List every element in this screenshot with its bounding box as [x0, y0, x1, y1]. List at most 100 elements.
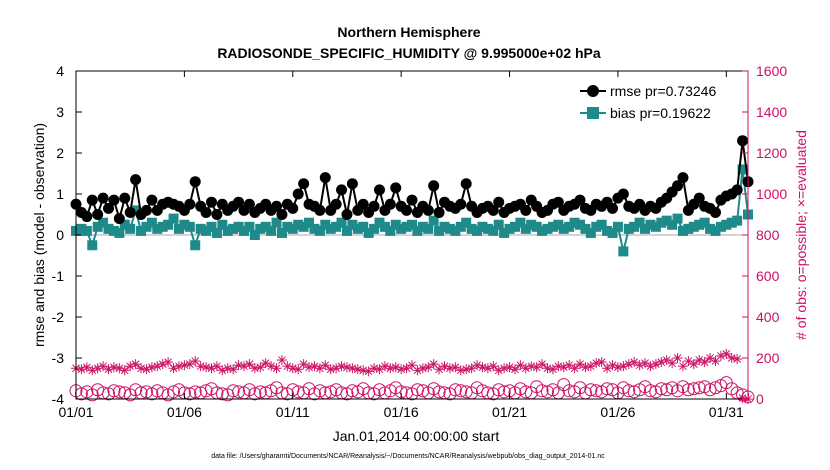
evaluated-obs-point: [575, 359, 585, 370]
bias-point: [114, 227, 125, 238]
bias-point: [439, 221, 450, 232]
rmse-series: [70, 135, 754, 225]
possible-obs-point: [573, 381, 587, 395]
bias-point: [173, 223, 184, 234]
possible-obs-point: [270, 381, 284, 395]
bias-point: [336, 217, 347, 228]
x-tick-label: 01/31: [709, 404, 744, 420]
rmse-point: [200, 206, 212, 218]
evaluated-obs-point: [661, 355, 672, 366]
evaluated-obs-point: [314, 363, 325, 374]
y-left-tick-label: 4: [56, 63, 64, 79]
bias-point: [125, 223, 136, 234]
rmse-point: [617, 188, 629, 200]
possible-obs-point: [253, 385, 267, 399]
rmse-point: [677, 172, 689, 184]
bias-point: [407, 219, 417, 230]
rmse-point: [455, 198, 467, 210]
evaluated-obs-point: [672, 353, 683, 363]
bias-point: [309, 223, 320, 234]
possible-obs-point: [540, 385, 554, 399]
bias-point: [233, 221, 244, 232]
possible-obs-point: [654, 382, 668, 396]
possible-obs-point: [74, 387, 88, 401]
bias-point: [472, 225, 483, 236]
rmse-point: [211, 209, 223, 220]
bias-point: [575, 219, 585, 230]
bias-point: [618, 246, 629, 257]
bias-point: [482, 223, 493, 234]
bias-point: [607, 227, 618, 238]
evaluated-obs-point: [363, 366, 374, 377]
possible-obs-point: [183, 387, 197, 401]
bias-point: [130, 205, 141, 216]
evaluated-obs-point: [163, 357, 174, 368]
evaluated-obs-point: [683, 356, 694, 367]
bias-point: [249, 230, 260, 240]
y-right-tick-label: 1400: [756, 104, 787, 120]
bias-point: [266, 225, 277, 236]
bias-point: [81, 225, 92, 236]
bias-point: [325, 223, 336, 234]
rmse-point: [233, 196, 245, 208]
bias-point: [369, 223, 380, 234]
bias-point: [612, 221, 623, 232]
bias-point: [385, 225, 396, 236]
bias-point: [585, 227, 596, 238]
rmse-point: [243, 198, 255, 210]
bias-point: [591, 221, 602, 232]
bias-point: [558, 223, 569, 234]
bias-point: [634, 217, 645, 228]
evaluated-obs-point: [352, 364, 363, 375]
rmse-point: [86, 194, 98, 206]
evaluated-obs-point: [640, 358, 651, 369]
y-left-tick-label: 0: [56, 227, 64, 243]
y-right-axis-label: # of obs: o=possible; ×=evaluated: [793, 130, 809, 340]
bias-point: [293, 219, 304, 230]
evaluated-obs-point: [244, 359, 255, 370]
rmse-point: [81, 211, 93, 223]
x-tick-label: 01/26: [600, 404, 635, 420]
y-left-tick-label: -3: [52, 350, 65, 366]
bias-point: [390, 219, 401, 230]
rmse-point: [406, 194, 418, 206]
bias-point: [239, 225, 249, 236]
bias-point: [396, 223, 407, 234]
bias-point: [672, 213, 683, 224]
possible-obs-point: [139, 385, 153, 399]
bias-point: [98, 217, 109, 228]
bias-point: [688, 221, 699, 232]
legend: rmse pr=0.73246 bias pr=0.19622: [576, 78, 742, 134]
bias-point: [732, 215, 743, 226]
possible-obs-point: [627, 385, 641, 399]
rmse-point: [113, 213, 125, 225]
legend-item-bias: bias pr=0.19622: [580, 105, 711, 121]
rmse-point: [271, 200, 283, 212]
bias-point: [163, 219, 174, 230]
chart-title: Northern Hemisphere: [337, 24, 480, 40]
bias-point: [201, 225, 212, 236]
bias-point: [423, 223, 434, 234]
possible-obs-point: [454, 384, 468, 398]
possible-obs-point: [416, 384, 430, 398]
evaluated-obs-point: [509, 364, 520, 375]
bias-point: [331, 221, 342, 232]
evaluated-obs-point: [98, 361, 109, 372]
legend-label-bias: bias pr=0.19622: [610, 105, 711, 121]
rmse-point: [422, 204, 434, 216]
y-right-tick-label: 200: [756, 350, 780, 366]
possible-obs-point: [313, 384, 327, 398]
possible-obs-point: [660, 383, 674, 397]
possible-obs-point: [492, 383, 506, 397]
y-right-tick-label: 0: [756, 391, 764, 407]
rmse-point: [520, 204, 532, 216]
possible-obs-point: [535, 384, 549, 398]
rmse-point: [737, 135, 749, 147]
bias-point: [721, 219, 732, 230]
x-tick-label: 01/01: [58, 404, 93, 420]
evaluated-obs-point: [434, 364, 445, 375]
evaluated-obs-point: [596, 357, 607, 368]
bias-point: [455, 221, 466, 232]
bias-point: [542, 223, 553, 234]
bias-point: [683, 223, 694, 234]
